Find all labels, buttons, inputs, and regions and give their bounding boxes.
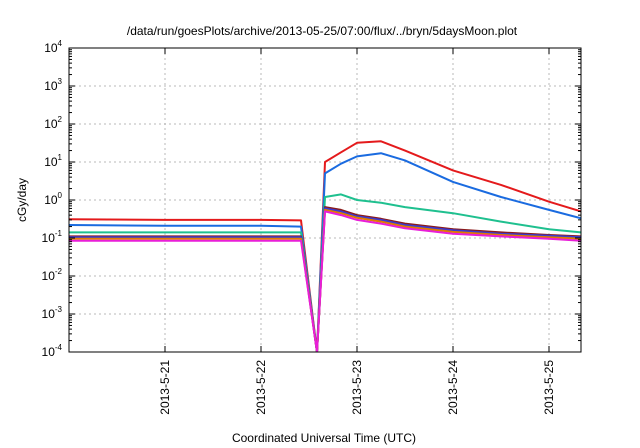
series-line-2: [69, 152, 581, 352]
y-tick-label: 10-3: [42, 305, 63, 321]
y-tick-label: 101: [44, 153, 62, 169]
series-line-6: [69, 208, 581, 352]
y-axis-label: cGy/day: [15, 178, 29, 222]
series-line-7: [69, 210, 581, 352]
x-axis-label: Coordinated Universal Time (UTC): [232, 431, 416, 445]
x-tick-label: 2013-5-23: [350, 360, 364, 415]
y-tick-label: 10-2: [42, 267, 63, 283]
y-tick-label: 104: [44, 39, 62, 55]
series-line-5: [69, 207, 581, 352]
x-tick-label: 2013-5-25: [542, 360, 556, 415]
y-tick-label: 103: [44, 77, 62, 93]
y-tick-label: 102: [44, 115, 62, 131]
x-axis-ticks: 2013-5-21 2013-5-22 2013-5-23 2013-5-24 2013…: [158, 48, 556, 415]
series-group: [69, 140, 581, 352]
y-tick-label: 10-1: [42, 229, 63, 245]
chart-title: /data/run/goesPlots/archive/2013-05-25/0…: [127, 24, 518, 38]
x-tick-label: 2013-5-22: [254, 360, 268, 415]
y-tick-label: 100: [44, 191, 62, 207]
series-line-3: [69, 193, 581, 352]
series-line-1: [69, 140, 581, 352]
x-tick-label: 2013-5-24: [446, 360, 460, 415]
y-tick-label: 10-4: [42, 343, 63, 359]
x-tick-label: 2013-5-21: [158, 360, 172, 415]
